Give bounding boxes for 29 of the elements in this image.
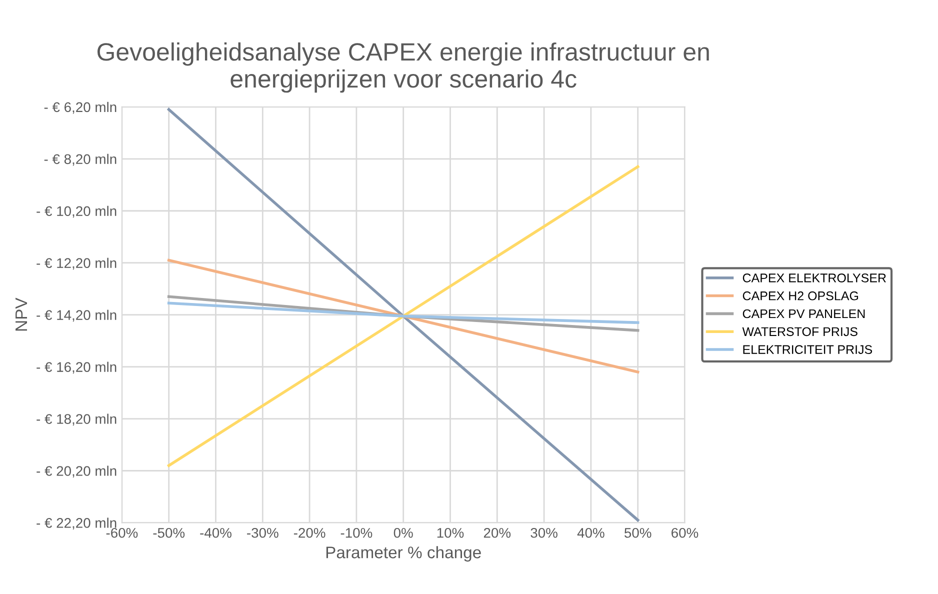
y-tick-label: - € 14,20 mln — [36, 310, 116, 322]
x-tick-label: -20% — [294, 528, 326, 538]
y-tick-label: - € 12,20 mln — [36, 258, 116, 270]
x-tick-label: -60% — [106, 528, 138, 538]
x-tick-label: 10% — [437, 528, 464, 538]
legend-label: ELEKTRICITEIT PRIJS — [743, 345, 872, 354]
x-tick-label: -50% — [153, 528, 185, 538]
x-tick-label: -40% — [200, 528, 232, 538]
x-tick-label: 30% — [530, 528, 558, 538]
x-axis-title: Parameter % change — [326, 546, 481, 562]
y-tick-label: - € 10,20 mln — [36, 206, 116, 218]
legend-label: CAPEX ELEKTROLYSER — [742, 274, 886, 282]
legend-label: CAPEX H2 OPSLAG — [742, 291, 858, 300]
y-axis-title: NPV — [16, 298, 28, 331]
x-tick-label: 0% — [394, 528, 413, 538]
x-tick-label: 60% — [672, 528, 698, 538]
y-tick-label: - € 18,20 mln — [36, 414, 116, 426]
x-tick-label: 50% — [624, 528, 652, 538]
legend-label: WATERSTOF PRIJS — [742, 327, 858, 336]
x-tick-label: 20% — [484, 528, 511, 538]
y-tick-label: - € 20,20 mln — [36, 466, 116, 478]
y-tick-label: - € 6,20 mln — [44, 102, 116, 114]
x-tick-label: 40% — [577, 528, 604, 538]
x-tick-label: -30% — [247, 528, 278, 538]
chart-title: Gevoeligheidsanalyse CAPEX energie infrastructuur en energieprijzen voor scenario 4c — [98, 42, 709, 93]
x-tick-label: -10% — [340, 528, 372, 538]
y-tick-label: - € 8,20 mln — [44, 154, 116, 166]
legend-label: CAPEX PV PANELEN — [742, 309, 865, 318]
y-tick-label: - € 16,20 mln — [36, 362, 116, 374]
